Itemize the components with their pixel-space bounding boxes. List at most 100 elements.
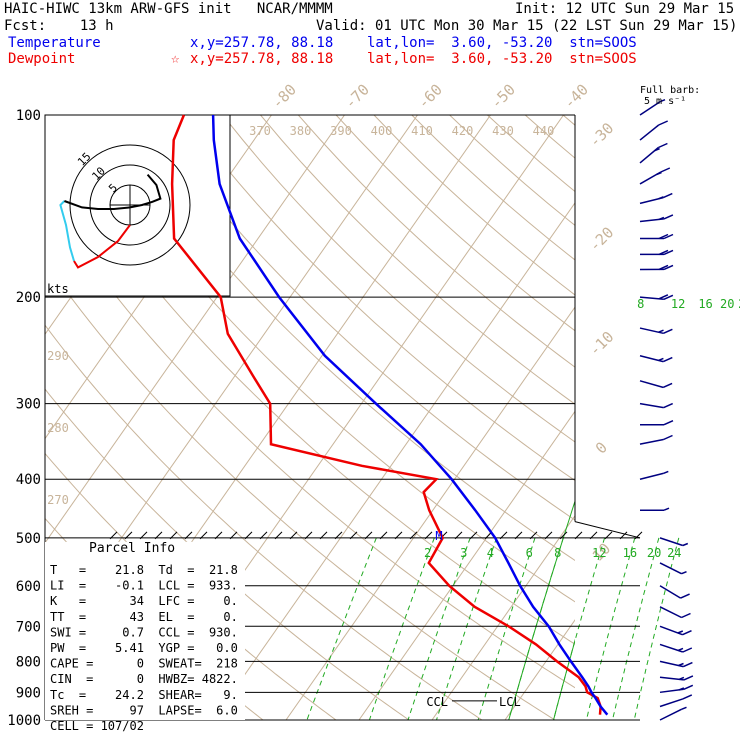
dry-adiabat-line — [373, 115, 575, 296]
wind-barb-flag — [683, 684, 694, 690]
hodograph-ring — [89, 164, 171, 246]
wind-barb-staff — [639, 327, 664, 335]
wind-barb-half-flag — [678, 687, 685, 691]
wind-barb-half-flag — [663, 507, 670, 511]
theta-label: 440 — [533, 124, 555, 138]
isotherm-label: -70 — [341, 81, 373, 113]
mixing-ratio-line-dashed — [508, 537, 564, 720]
mixing-ratio-lines — [508, 115, 740, 720]
parcel-info-row: T = 21.8 Td = 21.8 — [50, 563, 238, 577]
hatch-mark — [394, 531, 403, 540]
header-forecast-hour: Fcst: 13 h — [4, 18, 114, 34]
hatch-mark — [184, 531, 193, 540]
wind-barb-flag — [663, 434, 673, 441]
temperature-profile-line — [211, 114, 609, 716]
theta-label: 400 — [371, 124, 393, 138]
wind-barb-half-flag — [681, 706, 687, 710]
isotherm-label: -40 — [560, 81, 592, 113]
hodograph-unit-label: kts — [47, 282, 69, 296]
hatch-mark — [319, 531, 328, 540]
wind-barb-staff — [659, 585, 681, 599]
wind-barb-half-flag — [659, 99, 666, 103]
wind-barb-half-flag — [656, 171, 662, 176]
wind-barb-staff — [659, 660, 684, 668]
hatch-mark — [529, 531, 538, 540]
dry-adiabat-line — [260, 115, 575, 405]
parcel-info-row: SREH = 97 LAPSE= 6.0 — [50, 703, 238, 717]
isotherm-label: -20 — [586, 223, 618, 255]
hatch-mark — [304, 531, 313, 540]
wind-barb-flag — [682, 630, 692, 636]
isotherm-label: -80 — [268, 81, 300, 113]
hatch-mark — [499, 531, 508, 540]
hatch-mark — [604, 531, 613, 540]
dewpoint-profile-line — [170, 114, 602, 715]
parcel-info-box: Parcel Info T = 21.8 Td = 21.8 LI = -0.1 L… — [45, 541, 245, 733]
pressure-tick-label: 400 — [16, 472, 41, 488]
mixing-ratio-label: 6 — [526, 546, 533, 560]
legend-dewpoint-readout: x,y=257.78, 88.18 lat,lon= 3.60, -53.20 … — [190, 51, 637, 67]
mixing-ratio-label: 20 — [720, 297, 734, 311]
wind-barb-flag — [683, 661, 693, 668]
mixing-ratio-line — [613, 115, 740, 720]
wind-barb-half-flag — [682, 542, 689, 547]
pressure-tick-label: 200 — [16, 290, 41, 306]
wind-barb-flag — [682, 647, 693, 653]
pressure-tick-label: 600 — [16, 579, 41, 595]
theta-label: 270 — [47, 493, 69, 507]
dry-adiabat-line — [297, 115, 575, 368]
wind-barb-flag — [663, 420, 674, 426]
wind-barb-flag — [663, 328, 673, 334]
header-valid-time: Valid: 01 UTC Mon 30 Mar 15 (22 LST Sun … — [316, 18, 738, 34]
hatch-mark — [379, 531, 388, 540]
hatch-mark — [439, 531, 448, 540]
pressure-tick-label: 500 — [16, 531, 41, 547]
pressure-tick-label: 800 — [16, 654, 41, 670]
isotherm-line — [45, 115, 345, 544]
hatch-mark — [214, 531, 223, 540]
dry-adiabat-line — [71, 115, 575, 603]
dry-adiabat-line — [146, 115, 575, 521]
isotherm-line — [285, 306, 575, 720]
parcel-info-background — [45, 541, 245, 720]
legend-dewpoint-marker-icon: ☆ — [171, 51, 180, 67]
mixing-ratio-line-dashed — [407, 537, 471, 720]
mixing-ratio-line-dashed — [477, 537, 536, 720]
hatch-mark — [424, 531, 433, 540]
hatch-mark — [454, 531, 463, 540]
mixing-ratio-label: 12 — [592, 546, 606, 560]
wind-barb-half-flag — [658, 357, 664, 362]
wind-barb-flag — [658, 249, 669, 256]
mixing-ratio-line-dashed — [612, 537, 660, 720]
isotherm-line — [358, 410, 575, 720]
mixing-ratio-label: 3 — [460, 546, 467, 560]
wind-barb-staff — [659, 625, 683, 636]
mixing-ratio-label: 2 — [424, 546, 431, 560]
dry-adiabat-line — [184, 115, 575, 482]
wind-barb-half-flag — [658, 329, 664, 333]
mixing-ratio-line — [634, 115, 740, 720]
dry-adiabat-line — [487, 115, 575, 193]
dry-adiabat-line — [45, 197, 575, 689]
wind-barb-flag — [663, 402, 674, 409]
wind-barb-flag — [682, 694, 693, 700]
parcel-info-title: Parcel Info — [89, 541, 175, 556]
isotherm-label: 0 — [592, 438, 611, 457]
wind-barb-flag — [663, 294, 674, 300]
isotherm-label: -60 — [414, 81, 446, 113]
wind-barb-staff — [659, 537, 684, 547]
parcel-info-row: PW = 5.41 YGP = 0.0 — [50, 641, 238, 655]
parcel-info-row: CELL = 107/02 — [50, 719, 144, 733]
wind-barb-half-flag — [658, 216, 665, 221]
hatch-mark — [574, 531, 583, 540]
wind-barb-flag — [663, 264, 674, 271]
mixing-ratio-label: 12 — [671, 297, 685, 311]
mixing-ratio-line-dashed — [633, 537, 680, 720]
hatch-mark — [364, 531, 373, 540]
hatch-mark — [289, 531, 298, 540]
wind-barb-flag — [683, 675, 694, 681]
hatch-mark — [619, 531, 628, 540]
dry-adiabat-line — [601, 115, 740, 720]
wind-barb-flag — [663, 249, 674, 256]
theta-label: 430 — [492, 124, 514, 138]
